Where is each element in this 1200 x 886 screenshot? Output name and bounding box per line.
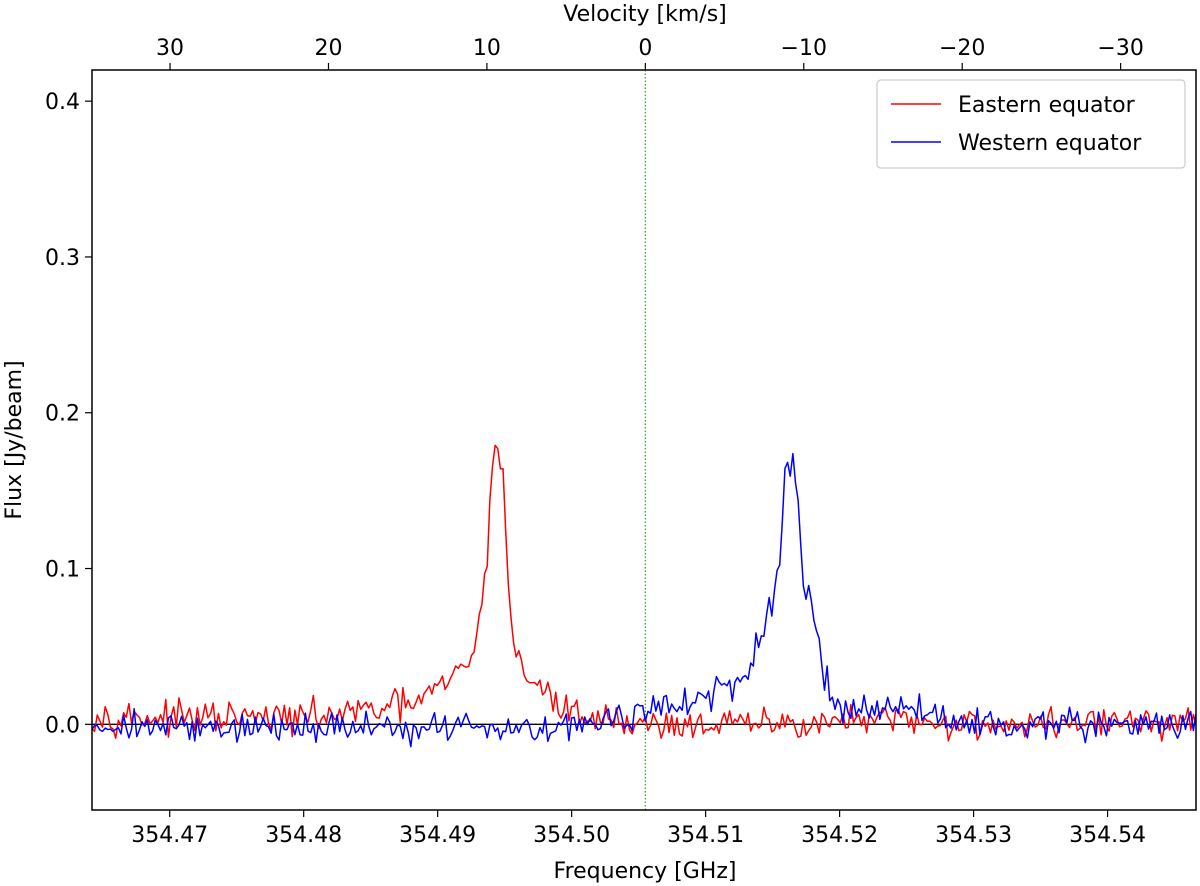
x-tick-label: 354.54 [1069,823,1146,848]
legend-label-eastern: Eastern equator [958,93,1136,118]
y-tick-label: 0.1 [45,558,80,583]
legend-label-western: Western equator [958,131,1142,156]
top-tick-label: −10 [781,36,827,61]
x-tick-label: 354.50 [533,823,610,848]
x-tick-label: 354.52 [801,823,878,848]
plot-frame [91,69,1197,811]
y-tick-label: 0.3 [45,246,80,271]
top-tick-label: 0 [638,36,652,61]
y-tick-label: 0.2 [45,402,80,427]
axes: 354.47 354.48 354.49 354.50 354.51 354.52 354.… [45,36,1197,848]
y-axis-label: Flux [Jy/beam] [2,360,27,519]
x-tick-label: 354.51 [667,823,744,848]
series-line-eastern-equator [92,444,1196,742]
plot-area [92,70,1196,810]
top-tick-label: 20 [314,36,342,61]
series-line-western-equator [92,452,1196,748]
x-tick-label: 354.48 [265,823,342,848]
x-axis-label: Frequency [GHz] [554,859,737,884]
top-axis-label: Velocity [km/s] [563,2,727,27]
legend: Eastern equator Western equator [876,79,1186,169]
x-tick-label: 354.49 [399,823,476,848]
y-tick-label: 0.0 [45,713,80,738]
x-tick-label: 354.47 [131,823,208,848]
legend-box [876,79,1186,169]
top-tick-label: −20 [939,36,985,61]
y-tick-label: 0.4 [45,90,80,115]
top-tick-label: 30 [156,36,184,61]
x-tick-label: 354.53 [935,823,1012,848]
top-tick-label: 10 [473,36,501,61]
top-tick-label: −30 [1097,36,1143,61]
